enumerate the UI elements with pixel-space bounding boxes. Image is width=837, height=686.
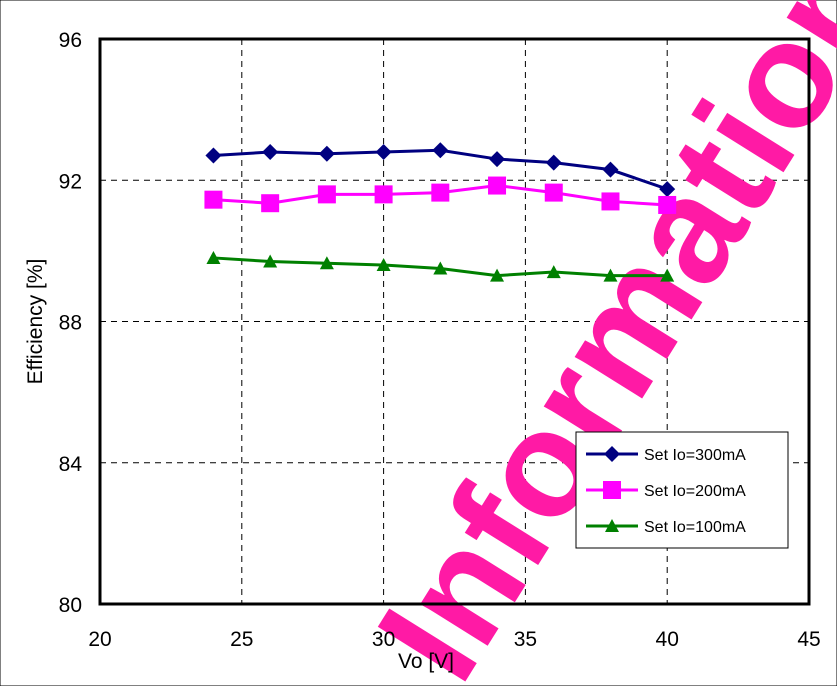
- data-point: [432, 142, 449, 159]
- data-point: [376, 258, 391, 271]
- data-point: [431, 183, 450, 202]
- data-point: [658, 195, 677, 214]
- x-tick-label: 20: [88, 628, 111, 651]
- y-tick-label: 96: [59, 29, 82, 52]
- data-point: [601, 192, 620, 211]
- gridlines: [100, 39, 809, 604]
- x-axis-label: Vo [V]: [398, 650, 454, 673]
- data-point: [490, 268, 505, 282]
- series-square: [204, 176, 677, 214]
- y-tick-label: 88: [59, 312, 82, 335]
- x-tick-label: 45: [797, 628, 820, 651]
- legend-entry-label: Set Io=300mA: [644, 447, 746, 464]
- data-point: [544, 183, 563, 202]
- data-point: [318, 145, 335, 162]
- data-point: [261, 194, 280, 213]
- data-point: [603, 268, 618, 282]
- x-tick-label: 30: [372, 628, 395, 651]
- data-point: [375, 144, 392, 160]
- legend-entry-label: Set Io=200mA: [644, 483, 746, 500]
- y-tick-label: 92: [59, 170, 82, 193]
- y-tick-label: 80: [59, 594, 82, 617]
- series-diamond: [205, 142, 676, 198]
- x-tick-label: 25: [230, 628, 253, 651]
- series-triangle: [206, 250, 675, 282]
- data-point: [263, 254, 278, 268]
- data-point: [659, 181, 676, 198]
- data-point: [319, 256, 334, 270]
- y-tick-label: 84: [59, 453, 83, 476]
- data-point: [546, 265, 561, 279]
- data-point: [602, 161, 619, 178]
- legend-marker: [604, 446, 620, 462]
- data-point: [489, 151, 506, 168]
- data-point: [262, 144, 279, 160]
- data-point: [545, 154, 562, 171]
- data-point: [206, 250, 221, 264]
- data-point: [374, 185, 393, 204]
- data-point: [660, 268, 675, 282]
- series-layer: [204, 142, 677, 282]
- x-tick-label: 35: [514, 628, 537, 651]
- data-point: [488, 176, 507, 195]
- y-axis-label: Efficiency [%]: [24, 259, 47, 385]
- data-point: [205, 147, 222, 164]
- legend-entry-label: Set Io=100mA: [644, 519, 746, 536]
- tick-labels: 20 25 30 35 40 45 80 84 88 92 96: [59, 29, 821, 651]
- data-point: [433, 261, 448, 275]
- plot-area-border: [98, 37, 811, 606]
- legend-marker: [605, 519, 619, 532]
- legend: Set Io=300mA Set Io=200mA Set Io=100mA: [575, 431, 789, 549]
- data-point: [204, 190, 223, 209]
- x-tick-label: 40: [656, 628, 679, 651]
- legend-marker: [603, 481, 621, 499]
- data-point: [317, 185, 336, 204]
